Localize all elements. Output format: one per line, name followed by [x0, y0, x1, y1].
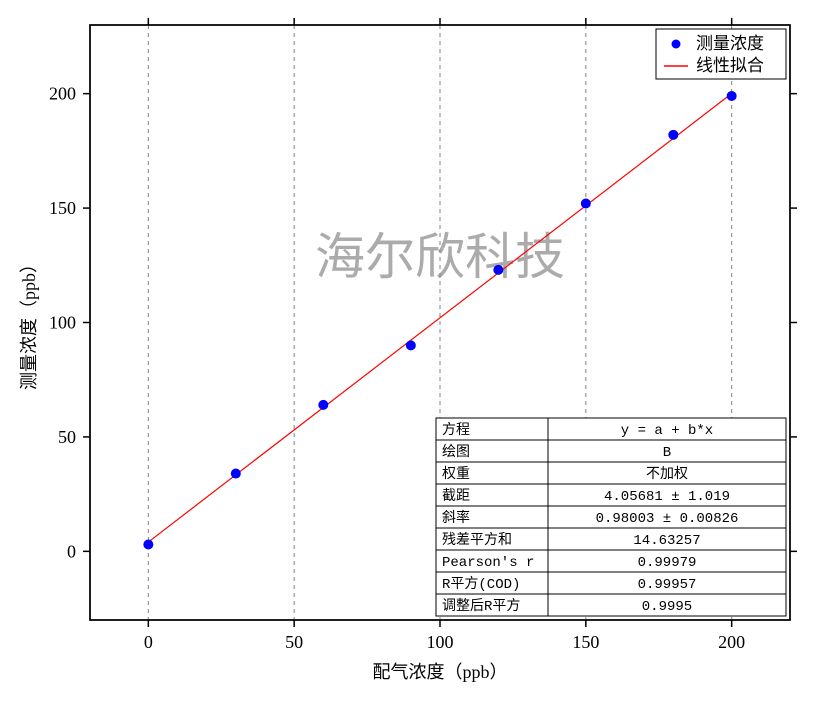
y-tick-label: 100 — [49, 313, 76, 333]
data-point — [493, 265, 503, 275]
data-point — [318, 400, 328, 410]
watermark-text: 海尔欣科技 — [315, 229, 565, 285]
x-tick-label: 50 — [285, 632, 303, 652]
data-point — [406, 340, 416, 350]
stats-value: B — [663, 445, 671, 461]
data-point — [581, 199, 591, 209]
legend-label: 线性拟合 — [696, 56, 764, 75]
stats-key: 截距 — [442, 488, 470, 505]
chart-container: 海尔欣科技 0 50 100 150 200 0 50 100 150 200 配气浓度（ppb） 测量… — [0, 0, 822, 705]
data-point — [727, 91, 737, 101]
data-point — [143, 539, 153, 549]
stats-value: 14.63257 — [633, 533, 700, 549]
stats-key: 方程 — [442, 422, 470, 439]
stats-value: 不加权 — [646, 466, 688, 483]
stats-key: 绘图 — [442, 444, 470, 461]
stats-value: 0.99957 — [638, 577, 697, 593]
stats-value: y = a + b*x — [621, 423, 713, 439]
stats-value: 0.98003 ± 0.00826 — [596, 511, 739, 527]
stats-key: R平方(COD) — [442, 576, 520, 593]
stats-value: 4.05681 ± 1.019 — [604, 489, 730, 505]
stats-value: 0.9995 — [642, 599, 692, 615]
x-axis-label: 配气浓度（ppb） — [373, 662, 508, 682]
stats-key: Pearson's r — [442, 555, 534, 571]
stats-key: 斜率 — [442, 509, 470, 527]
stats-key: 权重 — [442, 466, 470, 483]
stats-key: 调整后R平方 — [442, 598, 520, 615]
y-tick-label: 200 — [49, 84, 76, 104]
x-tick-label: 100 — [427, 632, 454, 652]
y-tick-label: 0 — [67, 541, 76, 561]
stats-value: 0.99979 — [638, 555, 697, 571]
chart-svg: 海尔欣科技 0 50 100 150 200 0 50 100 150 200 配气浓度（ppb） 测量… — [0, 0, 822, 705]
x-tick-label: 0 — [144, 632, 153, 652]
legend-marker-icon — [672, 40, 681, 49]
stats-key: 残差平方和 — [442, 532, 512, 549]
data-point — [668, 130, 678, 140]
legend-label: 测量浓度 — [696, 34, 764, 53]
data-point — [231, 469, 241, 479]
y-axis-label: 测量浓度（ppb） — [19, 255, 39, 390]
x-tick-label: 150 — [572, 632, 599, 652]
y-tick-label: 50 — [58, 427, 76, 447]
y-tick-label: 150 — [49, 198, 76, 218]
x-tick-label: 200 — [718, 632, 745, 652]
